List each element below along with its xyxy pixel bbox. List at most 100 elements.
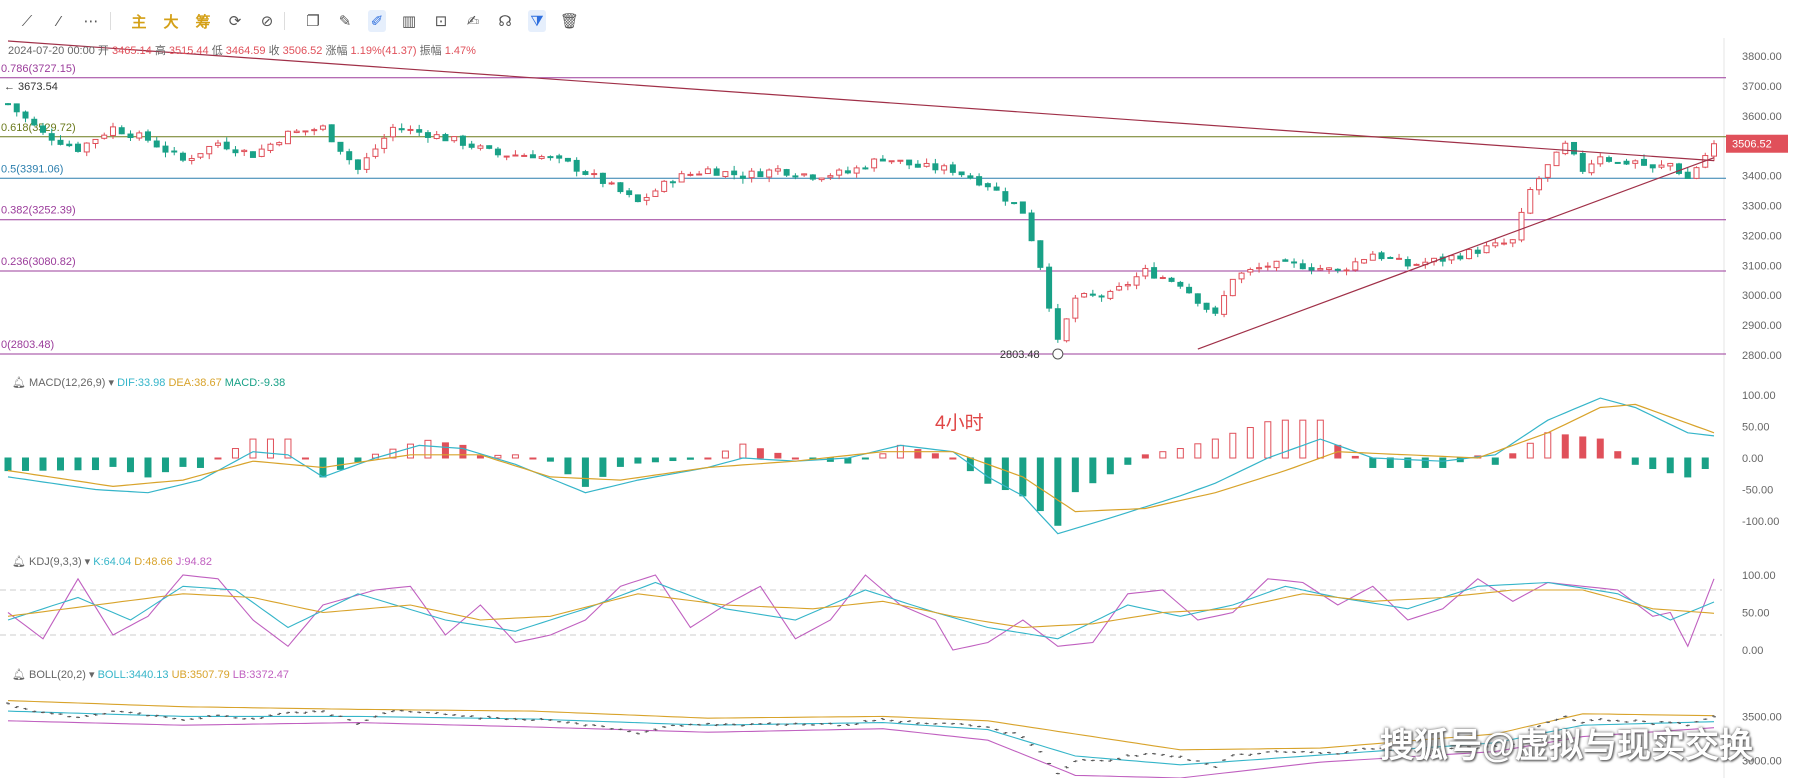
candle-body [1632,160,1639,164]
candle-body [389,126,396,138]
candle-body [1124,284,1131,287]
macd-histogram-bar [4,457,12,472]
bell-icon[interactable]: 🔔︎ [12,556,26,568]
more-icon[interactable]: ⋯ [83,13,99,30]
macd-histogram-bar [406,443,414,459]
candle-body [162,145,169,153]
candle-body [1256,267,1263,270]
candle-body [22,111,29,119]
candle-body [1186,286,1193,294]
change-value: 1.19%(41.37) [350,45,417,57]
main-chart-button[interactable]: 主 [131,13,147,31]
candle-body [1142,267,1149,277]
macd-histogram-bar [91,457,99,471]
open-value: 3465.14 [111,45,152,57]
macd-tick-label: 0.00 [1742,453,1763,465]
candle-body [486,145,493,149]
macd-histogram-bar [1386,457,1394,468]
candle-body [223,141,230,150]
chevron-down-icon[interactable]: ▾ [108,377,115,389]
candle-body [118,127,125,135]
macd-histogram-bar [1281,419,1289,459]
candle-body [31,118,38,126]
macd-histogram-bar [459,444,467,459]
chips-button[interactable]: 筹 [195,13,211,31]
rotate-icon[interactable]: ⟳ [228,13,242,30]
macd-histogram-bar [1701,457,1709,470]
candle-body [1623,160,1630,165]
candle-body [783,169,790,176]
candle-body [1518,211,1525,241]
macd-histogram-bar [1229,432,1237,459]
magnet-icon[interactable]: ☊ [498,13,512,30]
chevron-down-icon[interactable]: ▾ [88,669,95,681]
kdj-tick-label: 100.00 [1742,570,1776,582]
candle-body [801,173,808,176]
boll-panel [6,700,1716,778]
candle-body [39,125,46,133]
dif-line [7,397,1715,535]
candle-body [643,197,650,201]
candle-body [214,142,221,146]
candle-body [923,162,930,167]
candle-body [906,159,913,166]
bell-icon[interactable]: 🔔︎ [12,377,26,389]
candle-body [206,145,213,155]
candle-body [914,163,921,168]
filter-icon[interactable]: ⧩ [528,10,546,32]
ray-tool-icon[interactable]: ⁄ [57,12,61,30]
candle-body [197,153,204,158]
macd-panel [4,397,1715,535]
line-tool-icon[interactable]: ⟋ [21,12,33,30]
candle-body [1054,308,1061,340]
candle-body [617,182,624,193]
chevron-down-icon[interactable]: ▾ [84,556,91,568]
candle-body [1466,249,1473,260]
candle-body [512,154,519,157]
bell-icon[interactable]: 🔔︎ [12,669,26,681]
candle-body [573,159,580,172]
candle-body [1361,259,1368,264]
candle-body [1177,281,1184,287]
macd-histogram-bar [634,457,642,464]
macd-histogram-bar [56,457,64,471]
macd-histogram-bar [879,453,887,459]
candle-body [591,173,598,176]
candlestick-icon[interactable]: ▥ [401,13,417,30]
macd-histogram-bar [686,457,694,460]
low-price-marker: 2803.48 [1000,349,1040,361]
candle-body [83,142,90,153]
ub-label: UB: [171,669,190,681]
candle-body [1527,189,1534,214]
fib-level-label: 0.786(3727.15) [1,63,76,75]
measure-icon[interactable]: ⊘ [260,13,274,30]
brush-icon[interactable]: ✎ [338,13,352,30]
dif-value: 33.98 [137,377,166,389]
candle-body [809,174,816,180]
candle-body [407,128,414,131]
last-price-tag [1726,134,1788,153]
boll-header[interactable]: 🔔︎ BOLL(20,2) ▾ BOLL:3440.13 UB:3507.79 … [12,668,289,681]
lock-icon[interactable]: ⊡ [434,13,448,30]
macd-histogram-bar [1561,434,1569,459]
candle-body [1684,171,1691,179]
draw-icon[interactable]: ✐ [368,10,386,32]
candle-body [1571,141,1578,155]
candle-body [696,173,703,176]
kdj-header[interactable]: 🔔︎ KDJ(9,3,3) ▾ K:64.04 D:48.66 J:94.82 [12,555,212,568]
macd-histogram-bar [1246,427,1254,459]
macd-header[interactable]: 🔔︎ MACD(12,26,9) ▾ DIF:33.98 DEA:38.67 M… [12,376,285,389]
candle-body [984,183,991,188]
candle-body [1194,293,1201,304]
large-button[interactable]: 大 [163,13,179,31]
macd-histogram-bar [1141,454,1149,459]
macd-histogram-bar [301,457,309,460]
candle-body [1387,256,1394,259]
candle-body [564,157,571,162]
macd-histogram-bar [494,454,502,459]
delete-icon[interactable]: 🗑 [560,13,580,30]
edit-icon[interactable]: ✍ [466,13,480,30]
candle-body [1081,293,1088,298]
copy-icon[interactable]: ❐ [306,13,320,30]
macd-histogram-bar [1089,457,1097,484]
